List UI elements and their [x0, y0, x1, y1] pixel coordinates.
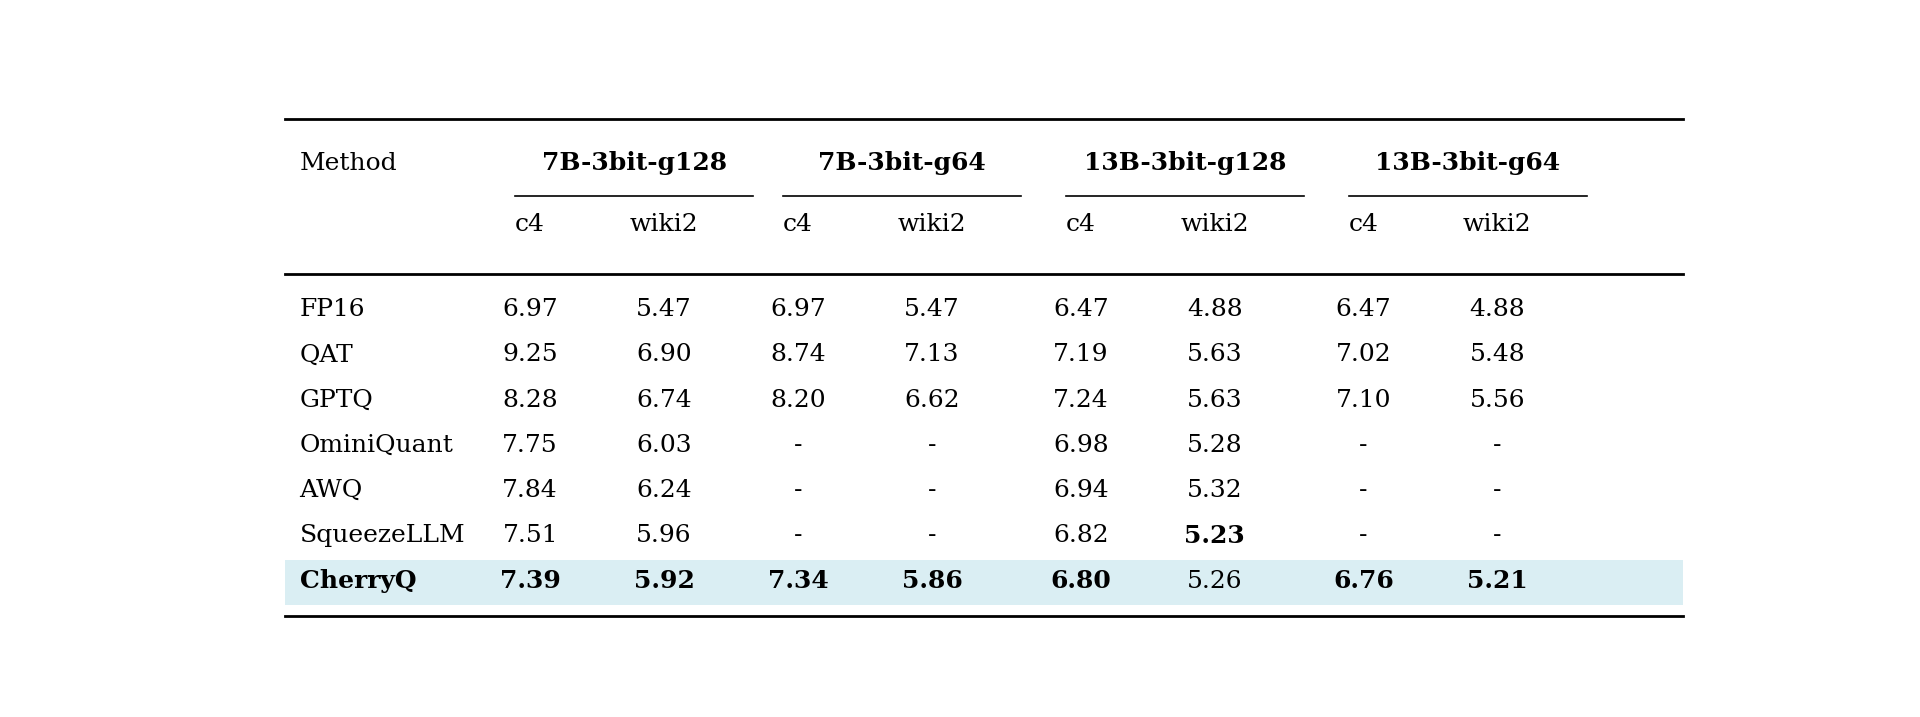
Text: 6.24: 6.24 [636, 479, 691, 502]
Text: 7.51: 7.51 [503, 525, 559, 548]
Text: 5.28: 5.28 [1187, 434, 1242, 457]
Text: 5.63: 5.63 [1187, 389, 1242, 412]
Text: 8.28: 8.28 [503, 389, 559, 412]
Text: c4: c4 [783, 212, 812, 236]
Text: 7.10: 7.10 [1336, 389, 1392, 412]
Text: 7.02: 7.02 [1336, 343, 1392, 366]
Text: QAT: QAT [300, 343, 353, 366]
Text: 6.47: 6.47 [1052, 298, 1108, 321]
Text: 5.63: 5.63 [1187, 343, 1242, 366]
Text: 6.94: 6.94 [1052, 479, 1108, 502]
Text: 7.84: 7.84 [503, 479, 559, 502]
Text: 7.34: 7.34 [768, 569, 828, 593]
Text: 6.97: 6.97 [770, 298, 826, 321]
Text: 8.20: 8.20 [770, 389, 826, 412]
Text: wiki2: wiki2 [1463, 212, 1532, 236]
Text: 6.80: 6.80 [1050, 569, 1112, 593]
Text: -: - [793, 525, 803, 548]
Text: -: - [1494, 525, 1501, 548]
Text: 9.25: 9.25 [503, 343, 559, 366]
Text: 6.97: 6.97 [503, 298, 559, 321]
Text: 5.48: 5.48 [1469, 343, 1524, 366]
Text: c4: c4 [515, 212, 545, 236]
Text: Method: Method [300, 152, 397, 175]
Text: 5.47: 5.47 [636, 298, 691, 321]
Text: -: - [793, 479, 803, 502]
Text: -: - [927, 525, 937, 548]
Text: -: - [1494, 434, 1501, 457]
Text: -: - [1359, 479, 1367, 502]
Text: 5.92: 5.92 [634, 569, 695, 593]
Text: 7.75: 7.75 [503, 434, 559, 457]
Text: wiki2: wiki2 [1181, 212, 1248, 236]
Text: 7.19: 7.19 [1052, 343, 1108, 366]
Text: 5.96: 5.96 [636, 525, 691, 548]
Text: wiki2: wiki2 [630, 212, 699, 236]
Text: OminiQuant: OminiQuant [300, 434, 453, 457]
Text: -: - [793, 434, 803, 457]
Text: 6.47: 6.47 [1336, 298, 1392, 321]
Text: 7B-3bit-g64: 7B-3bit-g64 [818, 151, 987, 176]
Text: 5.26: 5.26 [1187, 570, 1242, 593]
Text: c4: c4 [1348, 212, 1379, 236]
Text: 7B-3bit-g128: 7B-3bit-g128 [541, 151, 728, 176]
Text: 5.23: 5.23 [1185, 524, 1244, 548]
Text: 6.62: 6.62 [904, 389, 960, 412]
Text: c4: c4 [1066, 212, 1096, 236]
Text: -: - [927, 479, 937, 502]
Text: FP16: FP16 [300, 298, 365, 321]
Text: 13B-3bit-g128: 13B-3bit-g128 [1083, 151, 1286, 176]
Text: 7.13: 7.13 [904, 343, 960, 366]
Text: 13B-3bit-g64: 13B-3bit-g64 [1375, 151, 1561, 176]
Text: 6.82: 6.82 [1052, 525, 1108, 548]
Text: -: - [1359, 434, 1367, 457]
Text: 5.21: 5.21 [1467, 569, 1528, 593]
Text: 6.74: 6.74 [636, 389, 691, 412]
Text: -: - [927, 434, 937, 457]
Text: 6.76: 6.76 [1332, 569, 1394, 593]
Text: wiki2: wiki2 [899, 212, 966, 236]
FancyBboxPatch shape [284, 559, 1684, 605]
Text: GPTQ: GPTQ [300, 389, 372, 412]
Text: 5.47: 5.47 [904, 298, 960, 321]
Text: 4.88: 4.88 [1469, 298, 1524, 321]
Text: 7.24: 7.24 [1052, 389, 1108, 412]
Text: 6.03: 6.03 [636, 434, 691, 457]
Text: 6.98: 6.98 [1052, 434, 1108, 457]
Text: 5.86: 5.86 [902, 569, 962, 593]
Text: 5.56: 5.56 [1469, 389, 1524, 412]
Text: AWQ: AWQ [300, 479, 363, 502]
Text: 5.32: 5.32 [1187, 479, 1242, 502]
Text: CherryQ: CherryQ [300, 569, 417, 593]
Text: 8.74: 8.74 [770, 343, 826, 366]
Text: 6.90: 6.90 [636, 343, 691, 366]
Text: -: - [1494, 479, 1501, 502]
Text: -: - [1359, 525, 1367, 548]
Text: 4.88: 4.88 [1187, 298, 1242, 321]
Text: 7.39: 7.39 [499, 569, 561, 593]
Text: SqueezeLLM: SqueezeLLM [300, 525, 465, 548]
